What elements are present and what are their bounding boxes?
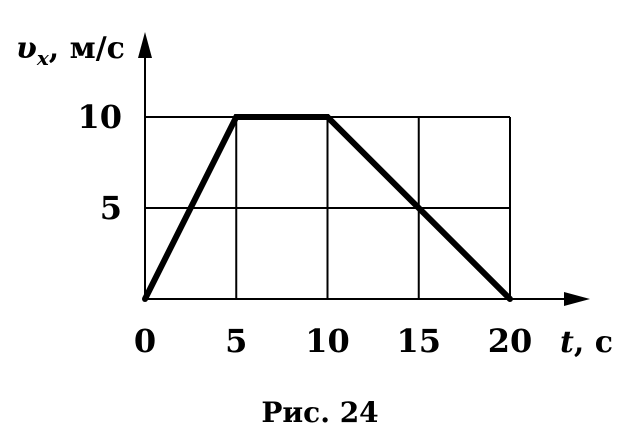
y-axis-unit: , м/с [49, 31, 125, 66]
x-tick-label: 0 [134, 322, 156, 360]
velocity-series-line [142, 114, 513, 302]
data-point [324, 114, 331, 120]
data-point [233, 114, 240, 120]
chart-axes [138, 32, 590, 306]
data-point [142, 296, 148, 302]
x-tick-label: 10 [305, 322, 350, 360]
y-axis-arrow-icon [138, 32, 152, 58]
x-axis-unit: , с [574, 325, 613, 360]
figure-caption: Рис. 24 [261, 396, 378, 429]
x-tick-label: 15 [396, 322, 441, 360]
y-tick-label: 10 [77, 98, 122, 136]
chart-series [142, 114, 513, 302]
y-tick-labels: 5 10 [77, 98, 122, 227]
x-axis-label: t, с [560, 325, 613, 360]
y-axis-symbol: υ [16, 31, 37, 66]
x-axis-symbol: t [560, 325, 574, 360]
x-tick-label: 5 [225, 322, 247, 360]
x-axis-arrow-icon [564, 292, 590, 306]
chart-grid [145, 116, 511, 299]
data-point [507, 296, 513, 302]
y-tick-label: 5 [100, 189, 122, 227]
x-tick-labels: 0 5 10 15 20 [134, 322, 532, 360]
y-axis-label: υx, м/с [16, 31, 125, 70]
x-tick-label: 20 [488, 322, 533, 360]
y-axis-subscript: x [36, 46, 50, 70]
